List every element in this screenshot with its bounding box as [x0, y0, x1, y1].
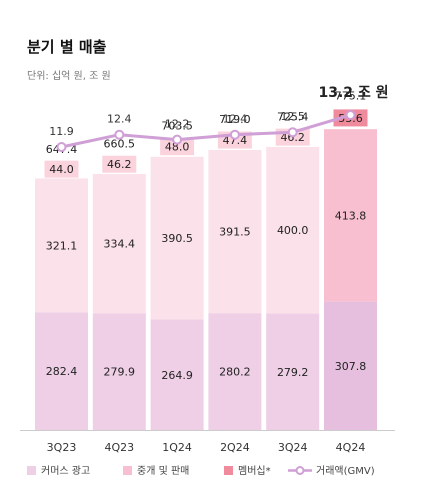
legend-label-membership: 멤버십*	[238, 465, 271, 477]
bar-segment-commerce-ads	[266, 313, 320, 430]
membership-box	[102, 155, 137, 173]
gmv-point	[114, 129, 125, 140]
gmv-point	[56, 142, 67, 152]
legend-swatch-commerce-ads	[27, 466, 36, 475]
data-label-membership: 46.2	[280, 131, 305, 144]
total-label: 719.0	[219, 113, 251, 126]
chart-subtitle: 단위: 십억 원, 조 원	[27, 71, 111, 82]
bar-segment-commerce-ads	[324, 301, 377, 430]
gmv-label: 13.2 조 원	[318, 85, 388, 101]
total-label: 703.5	[161, 120, 193, 133]
legend-label-brokerage-sales: 중개 및 판매	[137, 465, 189, 477]
bar-segment-brokerage-sales	[92, 173, 146, 314]
data-label-brokerage-sales: 321.1	[46, 239, 78, 252]
legend-label-commerce-ads: 커머스 광고	[41, 465, 90, 477]
x-tick-label: 4Q24	[336, 441, 366, 454]
x-tick-label: 1Q24	[162, 441, 192, 454]
data-label-membership: 48.0	[165, 141, 190, 154]
legend-swatch-brokerage-sales	[123, 466, 132, 475]
data-label-commerce-ads: 282.4	[46, 365, 78, 378]
legend-marker-gmv	[295, 466, 305, 475]
legend-swatch-membership	[224, 466, 233, 475]
gmv-label: 12.5	[280, 110, 305, 123]
data-label-commerce-ads: 280.2	[219, 366, 251, 379]
membership-box	[44, 160, 79, 178]
x-tick-label: 4Q23	[104, 441, 134, 454]
gmv-label: 12.2	[165, 118, 190, 131]
gmv-point	[172, 134, 183, 145]
data-label-brokerage-sales: 413.8	[335, 209, 367, 222]
data-label-brokerage-sales: 400.0	[277, 224, 309, 237]
total-label: 660.5	[104, 138, 136, 151]
bar-segment-brokerage-sales	[324, 129, 377, 302]
bar-segment-brokerage-sales	[150, 156, 204, 320]
bar-segment-brokerage-sales	[35, 178, 88, 313]
bar-segment-brokerage-sales	[266, 146, 320, 314]
legend-label-gmv: 거래액(GMV)	[316, 465, 375, 477]
gmv-label: 11.9	[49, 125, 74, 138]
total-label: 725.4	[277, 111, 309, 124]
membership-box	[160, 138, 195, 156]
chart-title: 분기 별 매출	[27, 38, 107, 56]
x-tick-label: 3Q23	[47, 441, 77, 454]
gmv-point	[287, 127, 298, 138]
bar-segment-commerce-ads	[150, 319, 204, 430]
bar-segment-commerce-ads	[35, 312, 88, 430]
gmv-label: 12.4	[223, 113, 248, 126]
data-label-membership: 44.0	[49, 163, 74, 176]
gmv-label: 12.4	[107, 113, 132, 126]
data-label-commerce-ads: 307.8	[335, 360, 367, 373]
data-label-commerce-ads: 279.2	[277, 366, 309, 379]
data-label-commerce-ads: 264.9	[161, 369, 193, 382]
data-label-membership: 47.4	[223, 134, 248, 147]
gmv-line	[61, 113, 351, 149]
bar-segment-commerce-ads	[92, 313, 146, 430]
data-label-commerce-ads: 279.9	[104, 366, 136, 379]
data-label-brokerage-sales: 390.5	[161, 232, 193, 245]
gmv-point	[229, 129, 240, 140]
x-tick-label: 3Q24	[278, 441, 308, 454]
data-label-membership: 46.2	[107, 158, 132, 171]
bar-segment-commerce-ads	[208, 313, 262, 430]
gmv-point	[345, 110, 356, 121]
data-label-brokerage-sales: 391.5	[219, 226, 251, 239]
data-label-brokerage-sales: 334.4	[104, 238, 136, 251]
x-tick-label: 2Q24	[220, 441, 250, 454]
bar-segment-brokerage-sales	[208, 149, 262, 314]
total-label: 775.1	[335, 90, 367, 103]
